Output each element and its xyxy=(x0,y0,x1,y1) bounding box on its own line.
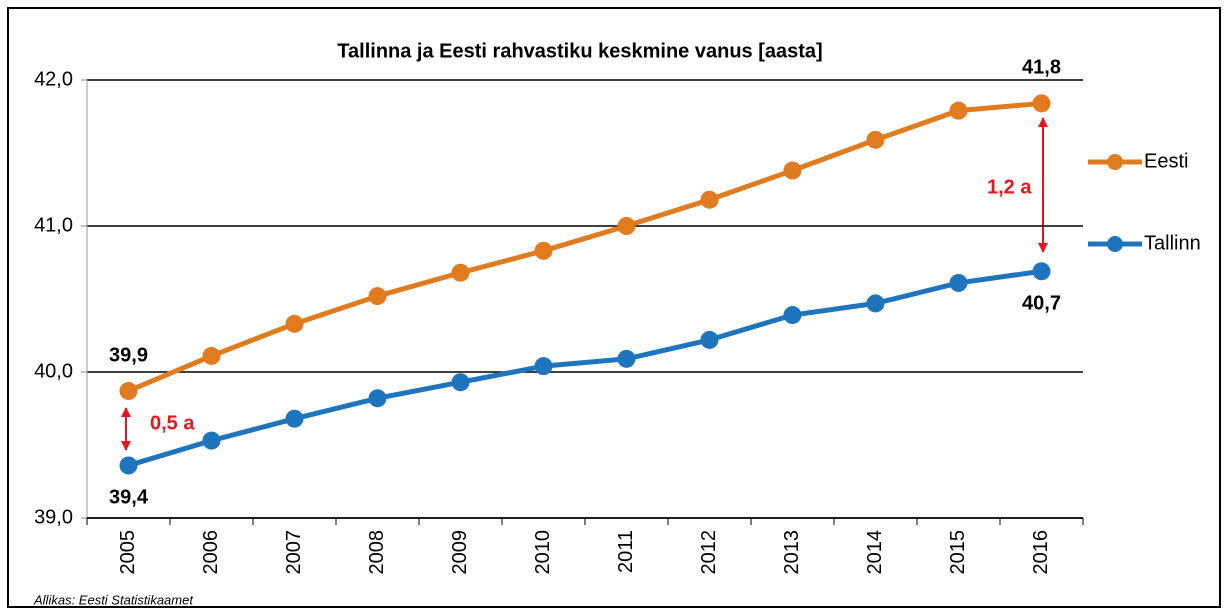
chart-title: Tallinna ja Eesti rahvastiku keskmine va… xyxy=(337,40,822,62)
point xyxy=(617,349,636,368)
data-label: 39,4 xyxy=(109,487,149,509)
point xyxy=(783,306,802,325)
point xyxy=(1032,94,1051,113)
point xyxy=(617,217,636,235)
point xyxy=(700,190,719,209)
point xyxy=(700,330,719,349)
point xyxy=(368,389,387,408)
point xyxy=(1032,262,1051,281)
x-tick-label: 2010 xyxy=(532,530,554,575)
point xyxy=(949,101,968,120)
legend-label: Tallinn xyxy=(1144,232,1201,254)
x-tick-label: 2005 xyxy=(117,530,139,575)
y-tick-label: 40,0 xyxy=(34,360,73,382)
point xyxy=(368,287,387,306)
legend-label: Eesti xyxy=(1144,150,1188,172)
point xyxy=(534,241,553,260)
point xyxy=(202,346,221,365)
point xyxy=(119,456,138,475)
legend-marker xyxy=(1107,236,1123,252)
x-tick-label: 2008 xyxy=(366,530,388,575)
plot: 39,0 40,0 41,0 42,0 2005 2006 2007 2008 2009 2010… xyxy=(34,57,1201,575)
y-tick-label: 39,0 xyxy=(34,506,73,528)
point xyxy=(866,294,885,313)
x-tick-label: 2016 xyxy=(1030,530,1052,575)
x-tick-label: 2007 xyxy=(283,530,305,575)
data-label: 41,8 xyxy=(1022,57,1061,79)
y-tick-label: 42,0 xyxy=(34,68,73,90)
point xyxy=(285,409,304,428)
x-tick-label: 2013 xyxy=(781,530,803,575)
point xyxy=(202,431,221,450)
point xyxy=(285,314,304,333)
data-label: 39,9 xyxy=(109,344,148,366)
legend-marker xyxy=(1107,154,1123,170)
x-tick-label: 2012 xyxy=(698,530,720,575)
series-line xyxy=(127,100,1042,394)
point xyxy=(866,130,885,149)
data-label: 40,7 xyxy=(1022,293,1061,315)
x-tick-label: 2014 xyxy=(864,530,886,575)
point xyxy=(783,161,802,180)
point xyxy=(949,273,968,292)
annotation: 1,2 a xyxy=(987,176,1032,198)
source: Allikas: Eesti Statistikaamet xyxy=(33,592,194,607)
annotation: 0,5 a xyxy=(150,412,195,434)
x-tick-label: 2011 xyxy=(615,530,637,573)
series-line xyxy=(127,268,1042,468)
x-tick-label: 2015 xyxy=(947,530,969,575)
x-tick-label: 2006 xyxy=(200,530,222,575)
x-tick-label: 2009 xyxy=(449,530,471,575)
point xyxy=(534,357,553,376)
y-tick-label: 41,0 xyxy=(34,214,73,236)
point xyxy=(451,373,470,392)
point xyxy=(119,381,138,400)
point xyxy=(451,263,470,282)
